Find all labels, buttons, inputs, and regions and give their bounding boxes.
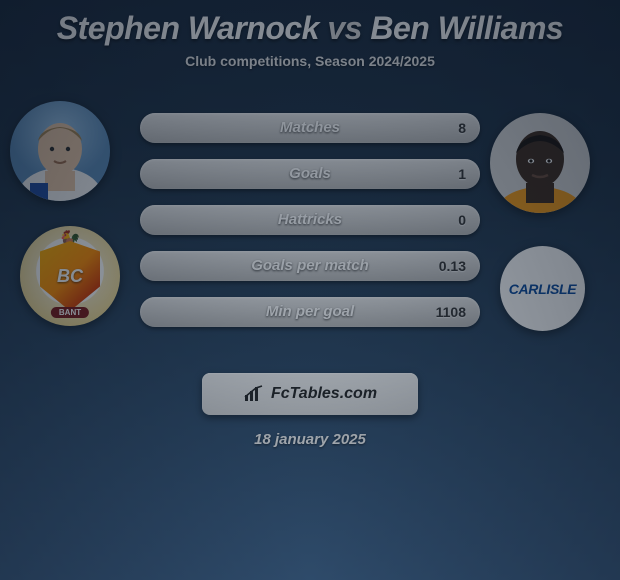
stat-row-hattricks: Hattricks 0 [140,205,480,235]
stat-rows: Matches 8 Goals 1 Hattricks 0 Goals per … [140,113,480,343]
stat-value: 8 [458,113,466,143]
stat-label: Hattricks [140,205,480,235]
stat-value: 0.13 [439,251,466,281]
comparison-panel: 🐓 BC BANT CARLISLE Matches 8 [0,91,620,351]
player-left-avatar [10,101,110,201]
subtitle: Club competitions, Season 2024/2025 [0,53,620,69]
page-title: Stephen Warnock vs Ben Williams [0,0,620,47]
stat-label: Goals per match [140,251,480,281]
stat-row-goals-per-match: Goals per match 0.13 [140,251,480,281]
site-name: FcTables.com [271,385,377,403]
club-right-wordmark: CARLISLE [509,281,577,297]
stat-row-matches: Matches 8 [140,113,480,143]
stat-label: Matches [140,113,480,143]
club-left-shield: BC [40,241,100,311]
vs-text: vs [327,10,362,46]
site-badge[interactable]: FcTables.com [202,373,418,415]
player-left-name: Stephen Warnock [57,10,319,46]
date-line: 18 january 2025 [0,431,620,448]
stat-row-goals: Goals 1 [140,159,480,189]
stat-value: 1108 [436,297,466,327]
stat-label: Min per goal [140,297,480,327]
stat-row-min-per-goal: Min per goal 1108 [140,297,480,327]
club-left-ribbon: BANT [51,307,89,318]
player-right-avatar [490,113,590,213]
chart-icon [243,385,265,403]
stat-value: 1 [458,159,466,189]
club-left-shield-text: BC [57,266,83,287]
stat-label: Goals [140,159,480,189]
club-left-crest: 🐓 BC BANT [20,226,120,326]
player-right-name: Ben Williams [370,10,563,46]
club-right-crest: CARLISLE [500,246,585,331]
stat-value: 0 [458,205,466,235]
